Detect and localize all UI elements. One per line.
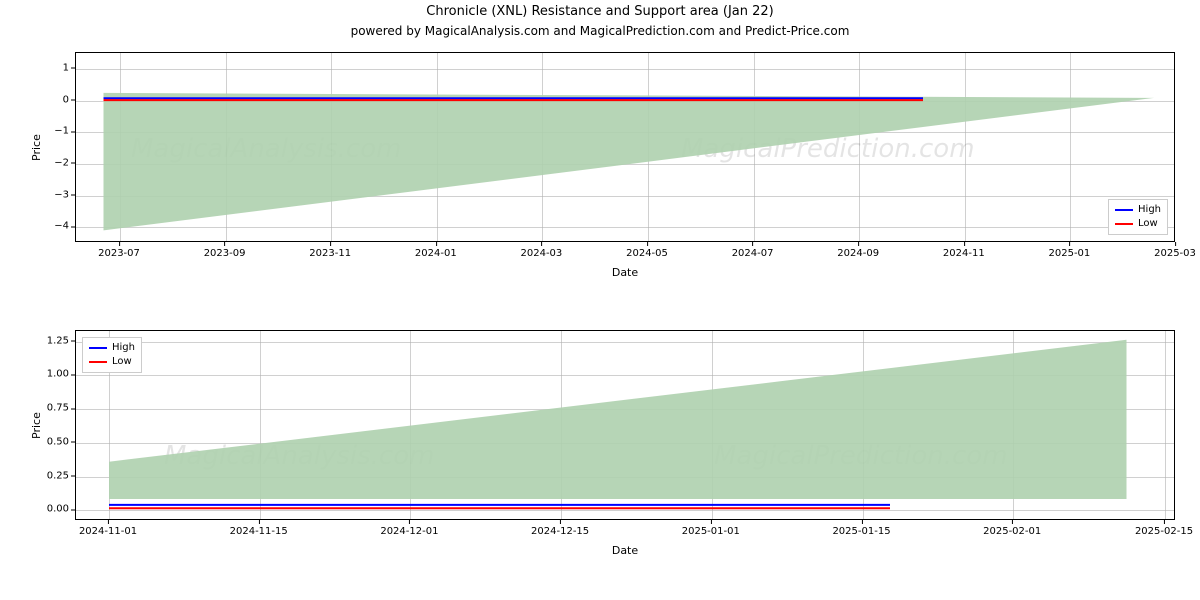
ytick-label: 1.25 [47, 335, 75, 346]
legend-swatch [1115, 223, 1133, 225]
bottom-plot-area: MagicalAnalysis.comMagicalPrediction.com… [75, 330, 1175, 520]
x-axis-label: Date [75, 544, 1175, 557]
xtick-label: 2024-05 [626, 242, 668, 259]
xtick-label: 2024-01 [415, 242, 457, 259]
x-axis-label: Date [75, 266, 1175, 279]
ytick-label: 0 [63, 94, 75, 105]
legend-item: High [1115, 203, 1161, 217]
page-root: Chronicle (XNL) Resistance and Support a… [0, 0, 1200, 600]
top-chart-panel: MagicalAnalysis.comMagicalPrediction.com… [75, 52, 1175, 287]
xtick-label: 2024-11-15 [230, 520, 288, 537]
legend-box: HighLow [82, 337, 142, 373]
legend-swatch [1115, 209, 1133, 211]
xtick-label: 2024-11-01 [79, 520, 137, 537]
ytick-label: 0.25 [47, 470, 75, 481]
xtick-label: 2024-12-01 [380, 520, 438, 537]
legend-swatch [89, 347, 107, 349]
legend-box: HighLow [1108, 199, 1168, 235]
ytick-label: 0.50 [47, 436, 75, 447]
ytick-label: −2 [54, 157, 75, 168]
xtick-label: 2025-02-01 [983, 520, 1041, 537]
ytick-label: 0.75 [47, 403, 75, 414]
ytick-label: 1 [63, 62, 75, 73]
ytick-label: 0.00 [47, 504, 75, 515]
bottom-chart-panel: MagicalAnalysis.comMagicalPrediction.com… [75, 330, 1175, 565]
y-axis-label: Price [30, 412, 43, 439]
top-plot-area: MagicalAnalysis.comMagicalPrediction.com… [75, 52, 1175, 242]
xtick-label: 2024-11 [943, 242, 985, 259]
xtick-label: 2024-07 [732, 242, 774, 259]
page-title: Chronicle (XNL) Resistance and Support a… [0, 4, 1200, 19]
xtick-label: 2024-12-15 [531, 520, 589, 537]
legend-label: High [112, 341, 135, 355]
area-fill-svg [76, 53, 1175, 242]
y-axis-label: Price [30, 134, 43, 161]
xtick-label: 2025-01-15 [832, 520, 890, 537]
legend-label: High [1138, 203, 1161, 217]
xtick-label: 2025-01 [1048, 242, 1090, 259]
page-subtitle: powered by MagicalAnalysis.com and Magic… [0, 24, 1200, 38]
xtick-label: 2024-03 [520, 242, 562, 259]
ytick-label: −3 [54, 189, 75, 200]
ytick-label: −4 [54, 221, 75, 232]
legend-swatch [89, 361, 107, 363]
ytick-label: −1 [54, 126, 75, 137]
xtick-label: 2024-09 [837, 242, 879, 259]
xtick-label: 2025-03 [1154, 242, 1196, 259]
legend-label: Low [112, 355, 132, 369]
ytick-label: 1.00 [47, 369, 75, 380]
xtick-label: 2023-11 [309, 242, 351, 259]
area-fill-svg [76, 331, 1175, 520]
xtick-label: 2023-09 [204, 242, 246, 259]
legend-item: Low [1115, 217, 1161, 231]
xtick-label: 2025-01-01 [682, 520, 740, 537]
xtick-label: 2023-07 [98, 242, 140, 259]
legend-item: Low [89, 355, 135, 369]
legend-label: Low [1138, 217, 1158, 231]
xtick-label: 2025-02-15 [1135, 520, 1193, 537]
legend-item: High [89, 341, 135, 355]
